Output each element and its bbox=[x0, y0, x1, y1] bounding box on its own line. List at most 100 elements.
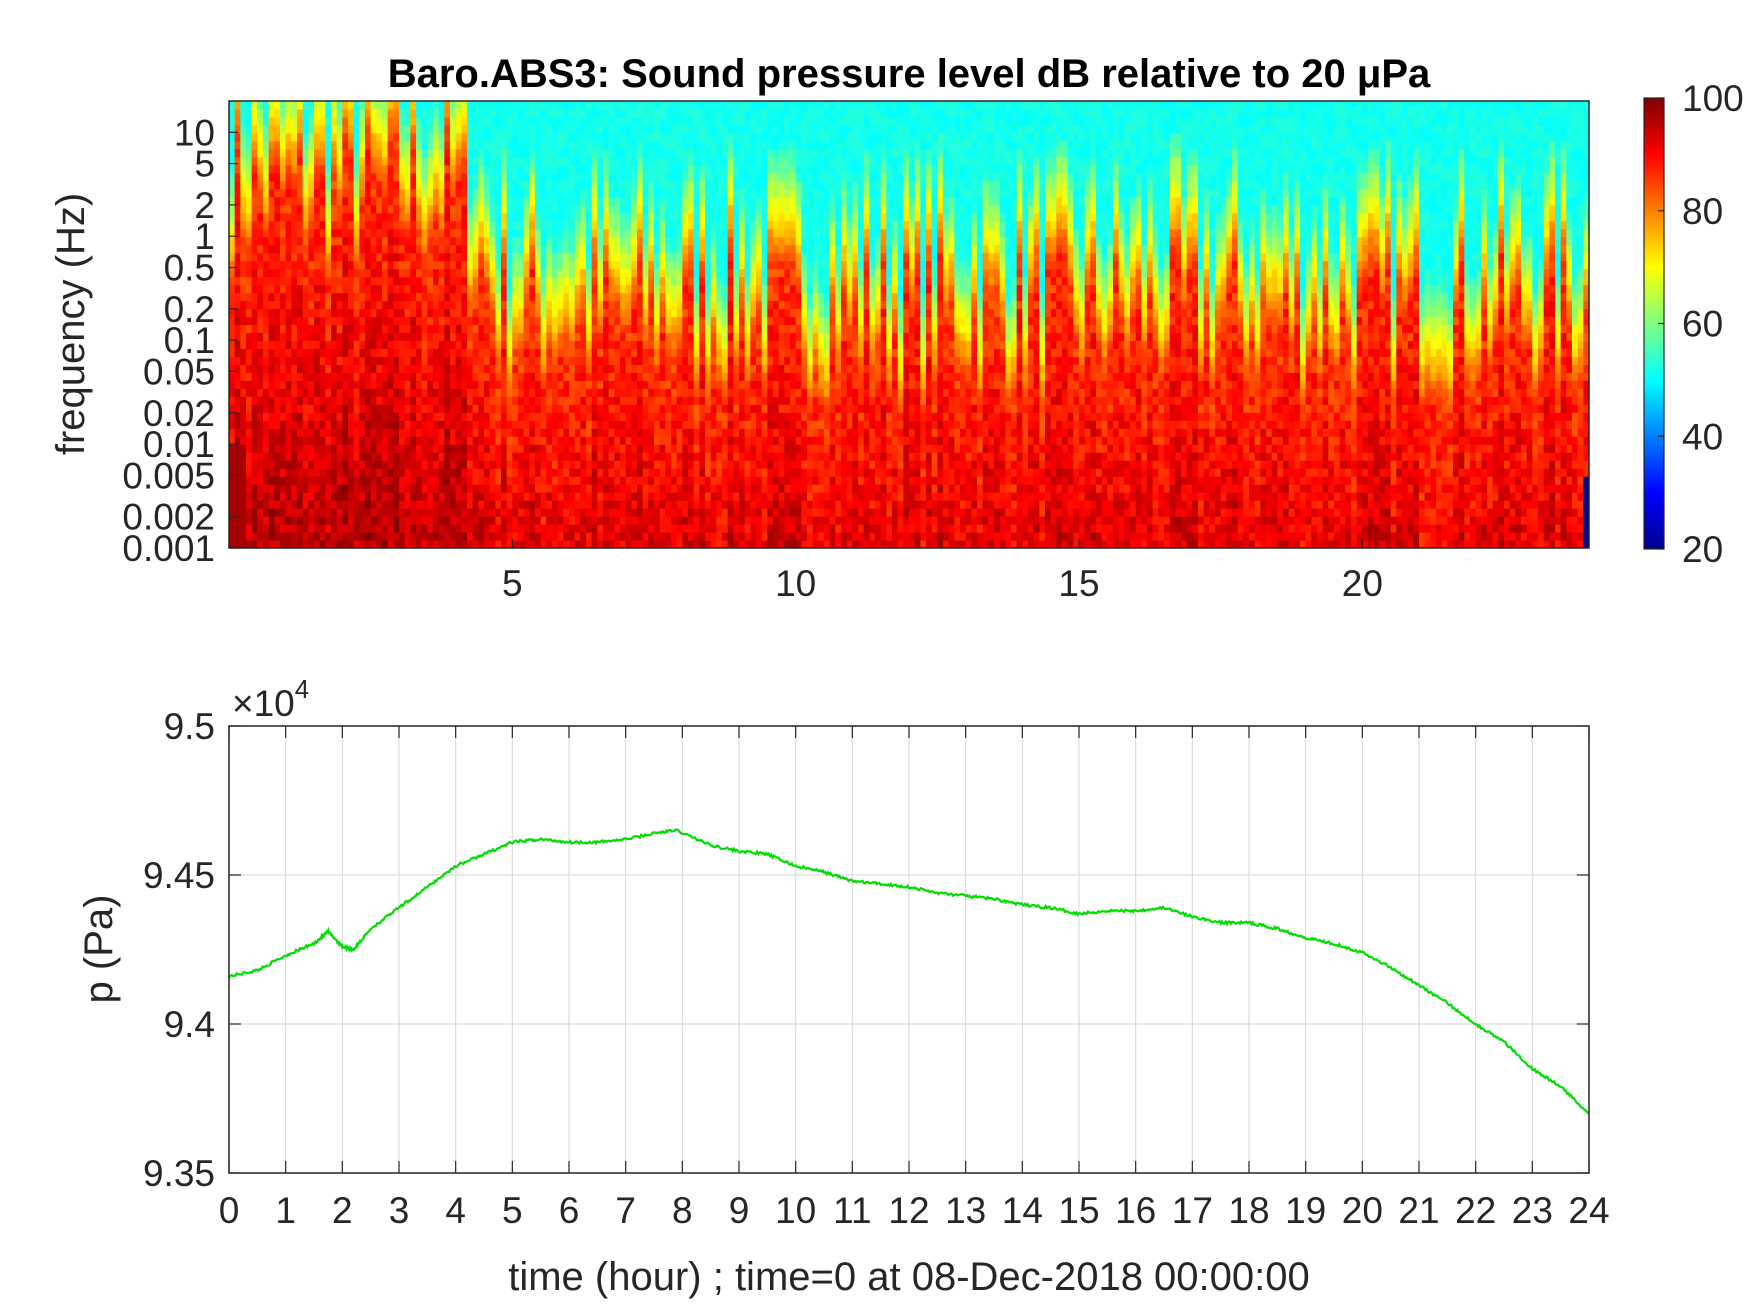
spectrogram-cell bbox=[444, 356, 451, 366]
spectrogram-cell bbox=[557, 532, 564, 541]
spectrogram-cell bbox=[665, 172, 672, 182]
spectrogram-cell bbox=[229, 116, 236, 126]
spectrogram-cell bbox=[314, 196, 321, 206]
spectrogram-cell bbox=[671, 212, 678, 222]
spectrogram-cell bbox=[603, 252, 610, 262]
spectrogram-cell bbox=[722, 156, 729, 166]
spectrogram-cell bbox=[421, 324, 428, 334]
spectrogram-cell bbox=[353, 132, 360, 142]
spectrogram-cell bbox=[319, 300, 326, 310]
spectrogram-cell bbox=[314, 260, 321, 270]
spectrogram-cell bbox=[376, 516, 383, 525]
spectrogram-cell bbox=[710, 364, 717, 373]
spectrogram-cell bbox=[240, 340, 247, 350]
spectrogram-cell bbox=[512, 484, 519, 493]
spectrogram-cell bbox=[552, 300, 559, 310]
spectrogram-cell bbox=[484, 380, 491, 389]
spectrogram-cell bbox=[716, 532, 723, 541]
spectrogram-cell bbox=[370, 212, 377, 222]
spectrogram-cell bbox=[336, 132, 343, 142]
spectrogram-cell bbox=[240, 508, 247, 517]
spectrogram-cell bbox=[308, 348, 315, 358]
spectrogram-cell bbox=[393, 252, 400, 262]
spectrogram-cell bbox=[682, 428, 689, 437]
spectrogram-cell bbox=[229, 340, 236, 350]
spectrogram-cell bbox=[648, 356, 655, 366]
spectrogram-cell bbox=[642, 252, 649, 262]
spectrogram-cell bbox=[302, 428, 309, 437]
spectrogram-cell bbox=[280, 484, 287, 493]
spectrogram-cell bbox=[710, 196, 717, 206]
spectrogram-cell bbox=[348, 292, 355, 302]
spectrogram-cell bbox=[444, 340, 451, 350]
spectrogram-cell bbox=[484, 484, 491, 493]
spectrogram-cell bbox=[693, 148, 700, 158]
spectrogram-cell bbox=[393, 412, 400, 421]
spectrogram-cell bbox=[727, 404, 734, 413]
spectrogram-cell bbox=[461, 324, 468, 334]
spectrogram-cell bbox=[506, 524, 513, 533]
spectrogram-cell bbox=[676, 324, 683, 334]
spectrogram-cell bbox=[722, 348, 729, 358]
spectrogram-cell bbox=[421, 420, 428, 429]
spectrogram-cell bbox=[455, 276, 462, 286]
spectrogram-cell bbox=[682, 404, 689, 413]
spectrogram-cell bbox=[682, 228, 689, 238]
spectrogram-cell bbox=[620, 484, 627, 493]
spectrogram-cell bbox=[688, 364, 695, 373]
spectrogram-cell bbox=[495, 476, 502, 485]
spectrogram-cell bbox=[676, 212, 683, 222]
spectrogram-cell bbox=[263, 172, 270, 182]
spectrogram-cell bbox=[574, 428, 581, 437]
spectrogram-cell bbox=[291, 428, 298, 437]
spectrogram-cell bbox=[506, 284, 513, 294]
spectrogram-cell bbox=[597, 300, 604, 310]
spectrogram-cell bbox=[608, 180, 615, 190]
spectrogram-cell bbox=[603, 140, 610, 150]
spectrogram-cell bbox=[382, 364, 389, 373]
spectrogram-cell bbox=[569, 356, 576, 366]
spectrogram-cell bbox=[518, 484, 525, 493]
spectrogram-cell bbox=[682, 460, 689, 469]
spectrogram-cell bbox=[614, 420, 621, 429]
spectrogram-cell bbox=[625, 132, 632, 142]
spectrogram-cell bbox=[291, 340, 298, 350]
spectrogram-cell bbox=[291, 492, 298, 501]
spectrogram-cell bbox=[336, 252, 343, 262]
spectrogram-cell bbox=[297, 348, 304, 358]
spectrogram-cell bbox=[416, 204, 423, 214]
spectrogram-cell bbox=[297, 332, 304, 342]
spectrogram-cell bbox=[348, 172, 355, 182]
spectrogram-cell bbox=[461, 532, 468, 541]
spectrogram-cell bbox=[671, 380, 678, 389]
spectrogram-cell bbox=[574, 452, 581, 461]
spectrogram-cell bbox=[671, 316, 678, 326]
spectrogram-cell bbox=[314, 324, 321, 334]
spectrogram-cell bbox=[535, 148, 542, 158]
spectrogram-cell bbox=[688, 356, 695, 366]
spectrogram-cell bbox=[608, 380, 615, 389]
spectrogram-cell bbox=[297, 436, 304, 445]
spectrogram-cell bbox=[693, 484, 700, 493]
spectrogram-cell bbox=[404, 380, 411, 389]
spectrogram-cell bbox=[274, 260, 281, 270]
spectrogram-cell bbox=[399, 540, 406, 548]
spectrogram-cell bbox=[455, 492, 462, 501]
spectrogram-cell bbox=[716, 452, 723, 461]
spectrogram-cell bbox=[506, 172, 513, 182]
spectrogram-cell bbox=[416, 220, 423, 230]
spectrogram-cell bbox=[648, 148, 655, 158]
spectrogram-cell bbox=[637, 101, 644, 110]
spectrogram-cell bbox=[580, 300, 587, 310]
spectrogram-cell bbox=[506, 300, 513, 310]
spectrogram-cell bbox=[302, 212, 309, 222]
spectrogram-cell bbox=[659, 500, 666, 509]
spectrogram-cell bbox=[648, 132, 655, 142]
spectrogram-cell bbox=[387, 212, 394, 222]
spectrogram-cell bbox=[552, 524, 559, 533]
spectrogram-cell bbox=[467, 524, 474, 533]
spectrogram-cell bbox=[399, 412, 406, 421]
spectrogram-cell bbox=[382, 172, 389, 182]
spectrogram-cell bbox=[699, 140, 706, 150]
spectrogram-cell bbox=[359, 308, 366, 318]
